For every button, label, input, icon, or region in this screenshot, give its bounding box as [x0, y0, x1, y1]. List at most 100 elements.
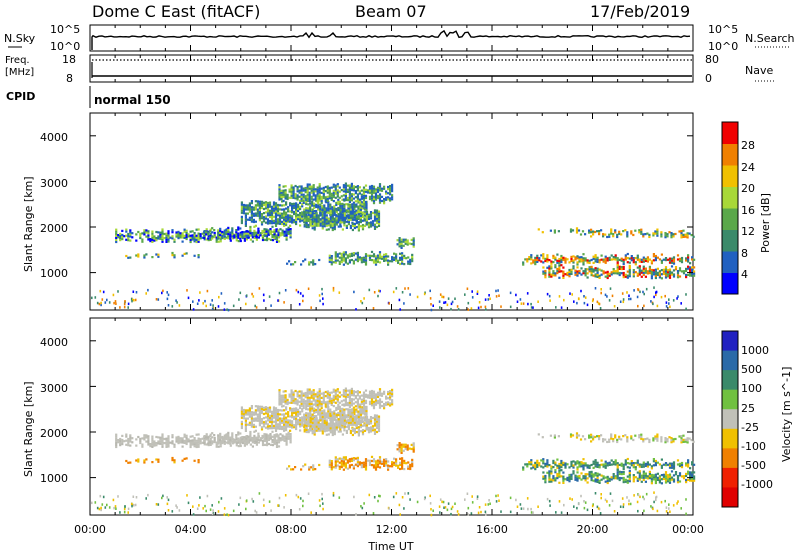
power-echo-cell — [346, 188, 349, 191]
power-echo-cell — [357, 201, 360, 204]
power-echo-cell — [268, 222, 272, 225]
power-echo-cell — [291, 219, 294, 222]
velocity-echo-cell — [636, 471, 639, 474]
power-echo-cell — [185, 233, 188, 236]
velocity-echo-cell — [275, 435, 278, 438]
velocity-echo-cell — [403, 461, 406, 465]
velocity-echo-cell — [264, 410, 268, 413]
velocity-echo-cell — [584, 462, 587, 465]
power-echo-cell — [526, 292, 529, 295]
power-echo-cell — [369, 223, 373, 226]
power-echo-cell — [387, 196, 390, 199]
velocity-echo-cell — [592, 466, 595, 469]
velocity-echo-cell — [247, 439, 250, 442]
power-echo-cell — [347, 207, 350, 210]
power-echo-cell — [368, 187, 372, 190]
velocity-echo-cell — [316, 391, 319, 394]
power-echo-cell — [586, 272, 589, 275]
power-echo-cell — [383, 257, 386, 260]
power-echo-cell — [343, 218, 346, 221]
velocity-echo-cell — [364, 458, 368, 461]
velocity-echo-cell — [364, 468, 368, 471]
velocity-echo-cell — [197, 439, 200, 442]
velocity-echo-cell — [360, 398, 363, 401]
velocity-echo-cell — [321, 432, 324, 435]
velocity-echo-cell — [253, 441, 256, 444]
power-echo-cell — [409, 262, 412, 266]
velocity-echo-cell — [342, 391, 345, 394]
velocity-echo-cell — [209, 441, 212, 444]
power-echo-cell — [255, 231, 258, 234]
velocity-echo-cell — [342, 464, 345, 467]
velocity-echo-cell — [674, 473, 678, 476]
power-echo-cell — [131, 232, 134, 235]
velocity-echo-cell — [325, 421, 328, 424]
power-echo-cell — [534, 263, 537, 266]
power-echo-cell — [281, 231, 284, 234]
power-echo-cell — [125, 234, 128, 237]
power-echo-cell — [685, 276, 688, 279]
power-echo-cell — [241, 233, 244, 236]
power-echo-cell — [255, 306, 258, 309]
power-echo-cell — [115, 238, 118, 241]
power-echo-cell — [383, 187, 386, 190]
velocity-echo-cell — [642, 476, 645, 479]
power-echo-cell — [229, 233, 232, 236]
power-echo-cell — [358, 258, 361, 261]
velocity-echo-cell — [349, 415, 352, 418]
power-echo-cell — [309, 212, 312, 215]
velocity-echo-cell — [339, 412, 342, 415]
power-echo-cell — [626, 276, 629, 279]
velocity-echo-cell — [660, 458, 663, 461]
velocity-echo-cell — [580, 465, 583, 468]
velocity-echo-cell — [658, 477, 661, 480]
velocity-echo-cell — [664, 481, 668, 484]
power-echo-cell — [305, 221, 308, 224]
velocity-echo-cell — [376, 391, 380, 394]
velocity-echo-cell — [364, 399, 368, 402]
velocity-echo-cell — [300, 398, 303, 401]
velocity-echo-cell — [332, 466, 335, 469]
velocity-echo-cell — [338, 467, 341, 470]
velocity-echo-cell — [562, 461, 565, 464]
power-echo-cell — [298, 185, 301, 188]
power-echo-cell — [301, 219, 304, 222]
power-echo-cell — [443, 301, 445, 304]
velocity-echo-cell — [203, 441, 206, 444]
velocity-echo-cell — [322, 397, 325, 401]
power-echo-cell — [682, 235, 685, 238]
power-echo-cell — [327, 205, 330, 208]
power-echo-cell — [252, 220, 255, 224]
power-echo-cell — [171, 251, 174, 255]
power-echo-cell — [670, 261, 674, 264]
velocity-echo-cell — [365, 428, 369, 431]
power-echo-cell — [231, 233, 234, 236]
power-echo-cell — [374, 255, 378, 258]
velocity-echo-cell — [254, 429, 257, 432]
power-echo-cell — [288, 190, 291, 193]
velocity-echo-cell — [348, 397, 351, 400]
power-echo-cell — [586, 268, 589, 271]
power-echo-cell — [280, 189, 283, 192]
velocity-echo-cell — [342, 393, 345, 396]
velocity-echo-cell — [357, 434, 360, 437]
velocity-echo-cell — [387, 393, 390, 396]
power-echo-cell — [318, 191, 321, 194]
velocity-echo-cell — [143, 434, 146, 437]
velocity-echo-cell — [203, 443, 206, 446]
power-echo-cell — [119, 232, 122, 236]
power-echo-cell — [402, 244, 405, 247]
power-echo-cell — [438, 300, 441, 303]
velocity-echo-cell — [305, 414, 308, 417]
velocity-echo-cell — [691, 479, 694, 482]
velocity-echo-cell — [165, 441, 168, 444]
velocity-echo-cell — [313, 411, 316, 414]
velocity-echo-cell — [582, 464, 585, 467]
velocity-echo-cell — [372, 400, 376, 403]
power-echo-cell — [613, 305, 616, 308]
velocity-echo-cell — [331, 431, 334, 434]
power-echo-cell — [375, 215, 379, 218]
power-echo-cell — [241, 235, 244, 238]
power-echo-cell — [412, 237, 415, 240]
power-echo-cell — [616, 272, 619, 275]
